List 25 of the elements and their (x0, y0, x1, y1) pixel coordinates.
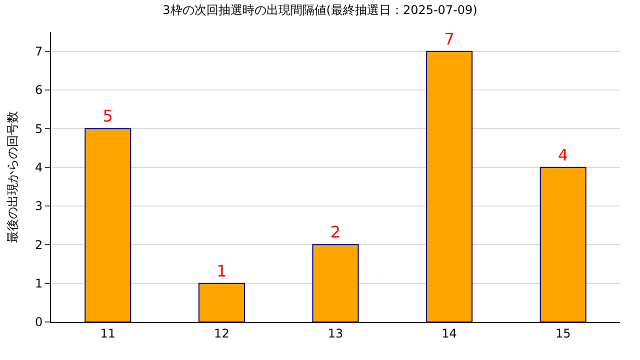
x-tick-label: 11 (100, 326, 116, 340)
x-tick-label: 14 (442, 326, 457, 340)
y-tick-label: 4 (34, 160, 43, 175)
y-tick-label: 1 (34, 276, 43, 291)
bar (426, 50, 473, 322)
y-tick-label: 5 (34, 122, 43, 136)
x-tick-label: 12 (214, 326, 230, 340)
data-label: 5 (102, 106, 113, 126)
y-tick-label: 2 (34, 238, 43, 252)
x-tick-label: 13 (328, 326, 344, 340)
y-tick-label: 0 (34, 315, 43, 330)
bar (540, 166, 586, 322)
bar (198, 282, 245, 322)
y-tick-label: 7 (34, 44, 43, 59)
y-axis-title: 最後の出現からの回号数 (5, 111, 20, 243)
y-tick-label: 6 (34, 83, 43, 98)
data-label: 4 (558, 145, 568, 164)
data-label: 7 (444, 29, 454, 48)
bar (312, 244, 359, 322)
data-label: 2 (330, 222, 341, 242)
x-tick-label: 15 (555, 326, 571, 340)
bar (84, 128, 132, 322)
y-tick-label: 3 (34, 199, 43, 214)
data-label: 1 (216, 261, 227, 280)
chart-title: 3枠の次回抽選時の出現間隔値(最終抽選日：2025-07-09) (162, 2, 478, 17)
